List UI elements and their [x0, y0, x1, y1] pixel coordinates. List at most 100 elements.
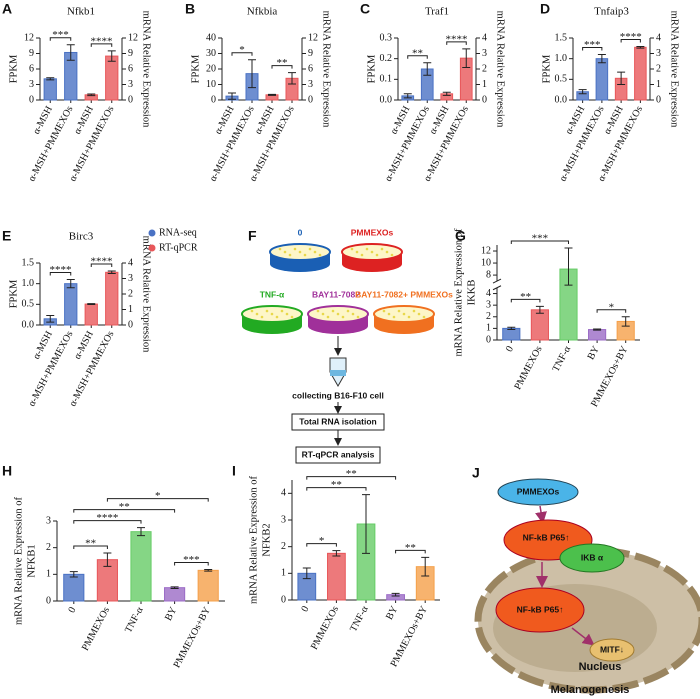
error-bar: [535, 305, 544, 314]
significance-bracket: [620, 39, 641, 43]
x-tick-label: 0: [299, 604, 311, 614]
bar: [130, 531, 152, 602]
cell-dot: [255, 312, 259, 316]
tick-label: 0: [486, 334, 491, 345]
cell-dot: [407, 315, 411, 319]
y2-axis-label: mRNA Relative Expression: [495, 11, 506, 128]
significance-bracket: [174, 562, 209, 566]
error-bar: [66, 279, 75, 289]
panel-letter: G: [455, 228, 466, 244]
significance-bracket: [510, 240, 569, 245]
cell-dot: [336, 312, 340, 316]
node-label: NF-kB P65↑: [517, 604, 564, 614]
x-tick-label: BY: [384, 604, 400, 621]
step-box: [295, 446, 381, 464]
tick-label: 4: [482, 32, 487, 43]
error-bar: [204, 569, 213, 572]
tick-label: 1.0: [22, 278, 35, 289]
error-bar: [288, 72, 296, 85]
x-tick-label: TNF-α: [348, 604, 371, 634]
cell-dot: [321, 312, 325, 316]
tick-label: 12: [481, 245, 491, 256]
tick-label: 1: [656, 79, 661, 90]
bar: [530, 309, 549, 341]
significance-bracket: [49, 272, 72, 276]
cell-dot: [365, 247, 369, 251]
y-axis-label: FPKM: [8, 279, 19, 308]
tick-label: 6: [128, 63, 133, 74]
tick-label: 0: [482, 94, 487, 105]
bar: [595, 58, 609, 101]
significance-bracket: [306, 543, 337, 547]
significance-label: ****: [91, 256, 113, 268]
cell-dot: [356, 315, 360, 319]
error-bar: [137, 527, 145, 537]
cell-dot: [380, 247, 384, 251]
panel-letter: F: [248, 228, 257, 244]
significance-label: **: [85, 538, 96, 550]
tick-label: 10: [481, 257, 491, 268]
x-tick-label: 0: [504, 344, 516, 354]
gene: [589, 638, 635, 662]
tick-label: 1: [486, 323, 491, 334]
error-bar: [403, 93, 412, 99]
tick-label: 0.0: [555, 94, 568, 105]
y-axis-label: NFKB2: [261, 523, 272, 556]
step-label: RT-qPCR analysis: [302, 449, 375, 459]
cell-dot: [397, 309, 401, 313]
cell-dot: [285, 312, 289, 316]
error-bar: [69, 571, 78, 578]
tick-label: 0: [308, 94, 313, 105]
y-axis-label: mRNA Relative Expression of: [248, 475, 259, 604]
tick-label: 10: [206, 79, 216, 90]
significance-bracket: [73, 509, 176, 513]
panel-letter: D: [540, 1, 550, 17]
significance-bracket: [306, 476, 397, 480]
significance-bracket: [582, 47, 603, 51]
tick-label: 1.5: [22, 257, 35, 268]
tick-label: 2: [281, 541, 286, 552]
cell-dot: [278, 247, 282, 251]
error-bar: [332, 550, 341, 557]
tick-label: 30: [206, 48, 216, 59]
cell-dot: [392, 315, 396, 319]
error-bar: [302, 567, 311, 580]
significance-bracket: [596, 309, 627, 313]
cell-dot: [350, 247, 354, 251]
caption: Melanogenesis: [551, 684, 630, 696]
tick-label: 9: [128, 48, 133, 59]
tick-label: 0.3: [380, 32, 393, 43]
cell-dot: [283, 250, 287, 254]
significance-label: *: [239, 44, 245, 56]
tick-label: 3: [656, 48, 661, 59]
bar: [197, 569, 219, 602]
dish-label: BAY11-7082+ PMMEXOs: [355, 289, 453, 299]
error-bar: [462, 48, 471, 68]
dish-bottom: [308, 318, 368, 334]
tick-label: 12: [128, 32, 138, 43]
cell-dot: [382, 309, 386, 313]
tick-label: 3: [486, 299, 491, 310]
cell-dot: [288, 253, 292, 257]
y2-axis-label: mRNA Relative Expression: [141, 11, 152, 128]
tick-label: 0.5: [22, 299, 35, 310]
cell-dot: [385, 250, 389, 254]
tick-label: 3: [46, 515, 51, 526]
cell-dot: [308, 247, 312, 251]
bar: [105, 55, 119, 101]
significance-bracket: [510, 298, 541, 303]
y-axis-label: FPKM: [366, 54, 377, 83]
tick-label: 0.0: [380, 94, 393, 105]
bar: [84, 303, 98, 326]
tick-label: 3: [29, 79, 34, 90]
y2-axis-label: mRNA Relative Expression: [669, 11, 680, 128]
error-bar: [421, 556, 430, 577]
step-label: Total RNA isolation: [299, 416, 376, 426]
significance-label: **: [346, 468, 357, 480]
tick-label: 12: [24, 32, 34, 43]
significance-label: ****: [620, 31, 642, 43]
tick-label: 0: [128, 319, 133, 330]
node-label: MITF↓: [600, 644, 624, 654]
significance-bracket: [231, 52, 253, 56]
y-axis-label: FPKM: [541, 54, 552, 83]
